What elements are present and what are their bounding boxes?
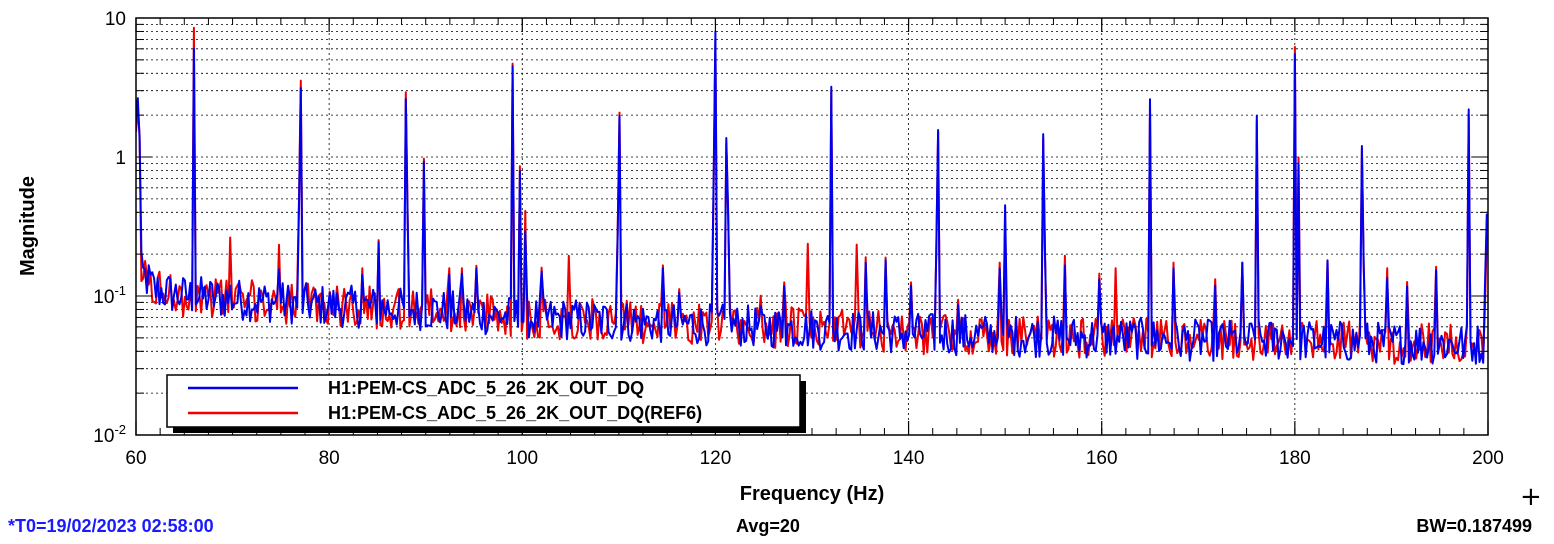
y-tick-label: 10 (105, 9, 126, 30)
start-time-label: *T0=19/02/2023 02:58:00 (8, 516, 214, 536)
y-tick-label: 1 (115, 148, 126, 169)
legend-label-series-1: H1:PEM-CS_ADC_5_26_2K_OUT_DQ (328, 378, 644, 398)
x-tick-label: 60 (125, 448, 146, 469)
legend-label-series-2: H1:PEM-CS_ADC_5_26_2K_OUT_DQ(REF6) (328, 403, 702, 423)
plot-frame (136, 18, 1488, 435)
y-tick-label: 10-1 (93, 283, 126, 308)
axis-ticks (135, 18, 1489, 435)
x-tick-label: 100 (506, 448, 538, 469)
x-tick-label: 120 (700, 448, 732, 469)
x-tick-labels: 60 80 100 120 140 160 180 200 (125, 448, 1503, 469)
bandwidth-label: BW=0.187499 (1416, 516, 1532, 536)
x-axis-label: Frequency (Hz) (740, 483, 884, 505)
x-tick-label: 80 (319, 448, 340, 469)
x-tick-label: 180 (1279, 448, 1311, 469)
series-line-1 (136, 30, 1488, 366)
x-tick-label: 140 (893, 448, 925, 469)
x-tick-label: 200 (1472, 448, 1504, 469)
y-tick-labels: 10 1 10-1 10-2 (93, 9, 126, 447)
series-layer (136, 26, 1488, 366)
crosshair-cursor-icon: + (1520, 482, 1542, 512)
y-axis-label: Magnitude (17, 176, 39, 276)
y-tick-label: 10-2 (93, 422, 126, 447)
legend: H1:PEM-CS_ADC_5_26_2K_OUT_DQ H1:PEM-CS_A… (166, 374, 806, 433)
averages-label: Avg=20 (736, 516, 800, 536)
x-tick-label: 160 (1086, 448, 1118, 469)
